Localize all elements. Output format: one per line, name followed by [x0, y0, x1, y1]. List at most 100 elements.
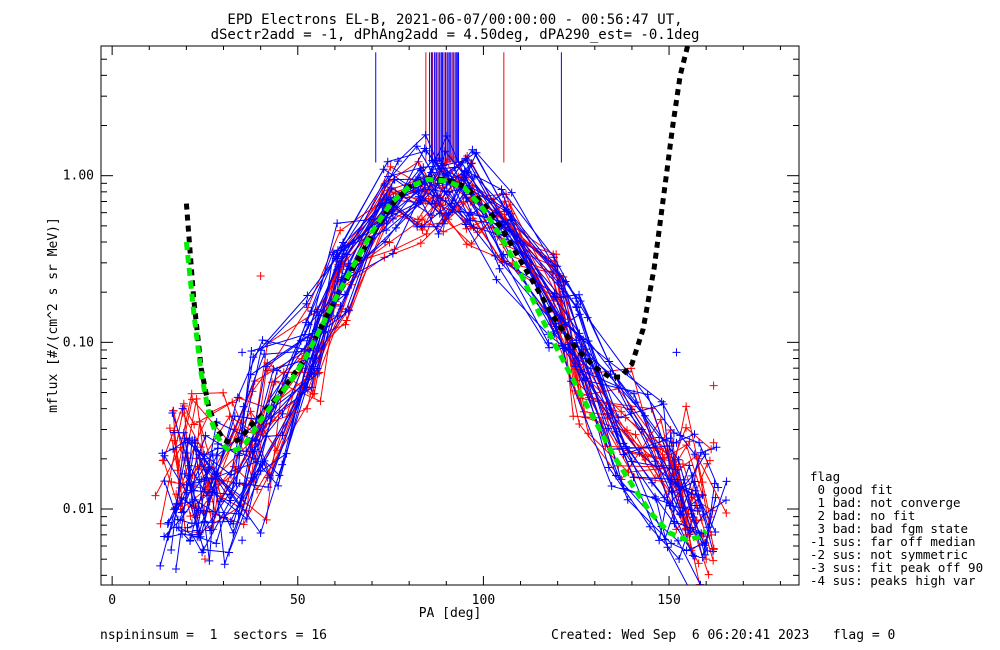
blue-spin-line	[163, 157, 685, 524]
y-axis-label: mflux [#/(cm^2 s sr MeV)]	[46, 217, 61, 413]
median-fit-curve	[183, 46, 691, 446]
blue-spin-point	[645, 522, 654, 531]
blue-spin-point	[685, 530, 694, 539]
blue-spin-point	[235, 502, 244, 511]
blue-spin-point	[687, 509, 696, 518]
chart-title-line1: EPD Electrons EL-B, 2021-06-07/00:00:00 …	[227, 12, 682, 28]
blue-spin-point	[676, 431, 685, 440]
red-spin-point	[165, 424, 174, 433]
blue-spin-point	[667, 539, 676, 548]
extra-points	[171, 272, 718, 564]
red-spin-point	[674, 462, 683, 471]
red-spin-point	[192, 394, 201, 403]
blue-spin-point	[388, 214, 397, 223]
blue-spin-point	[619, 484, 628, 493]
blue-spin-point	[635, 448, 644, 457]
extra-red-point	[709, 438, 718, 447]
red-spin-line	[198, 199, 727, 530]
red-spin-point	[422, 229, 431, 238]
extra-blue-point	[238, 536, 247, 545]
red-spin-point	[170, 426, 179, 435]
y-tick-label: 0.01	[63, 502, 94, 517]
footer-right: Created: Wed Sep 6 06:20:41 2023 flag = …	[551, 628, 895, 643]
blue-spin-point	[434, 229, 443, 238]
red-spin-point	[303, 404, 312, 413]
blue-spin-point	[612, 471, 621, 480]
blue-spin-point	[660, 535, 669, 544]
red-spin-point	[678, 460, 687, 469]
blue-spin-point	[499, 250, 508, 259]
red-spin-point	[467, 240, 476, 249]
blue-spin-point	[310, 354, 319, 363]
red-spin-point	[262, 515, 271, 524]
blue-spin-point	[560, 344, 569, 353]
red-spin-point	[219, 388, 228, 397]
blue-spin-point	[226, 517, 235, 526]
blue-spin-point	[394, 157, 403, 166]
blue-spin-point	[388, 249, 397, 258]
blue-spin-point	[712, 443, 721, 452]
blue-spin-point	[234, 509, 243, 518]
blue-spin-point	[177, 508, 186, 517]
red-spin-point	[621, 413, 630, 422]
blue-spin-point	[419, 163, 428, 172]
blue-spin-point	[722, 477, 731, 486]
blue-spin-point	[695, 438, 704, 447]
extra-blue-point	[672, 348, 681, 357]
blue-spin-line	[167, 186, 688, 585]
blue-spin-point	[185, 498, 194, 507]
blue-spin-point	[420, 144, 429, 153]
extra-blue-point	[178, 404, 187, 413]
blue-spin-point	[445, 188, 454, 197]
red-spin-line	[155, 176, 685, 511]
blue-spin-point	[333, 219, 342, 228]
blue-spin-point	[382, 218, 391, 227]
blue-spin-line	[167, 168, 696, 537]
red-spin-point	[271, 377, 280, 386]
blue-spin-point	[559, 287, 568, 296]
red-spin-point	[682, 402, 691, 411]
blue-spin-point	[559, 278, 568, 287]
blue-spin-point	[278, 409, 287, 418]
blue-spin-point	[230, 412, 239, 421]
blue-spin-point	[390, 175, 399, 184]
blue-spin-point	[167, 545, 176, 554]
blue-spin-point	[163, 520, 172, 529]
extra-red-point	[705, 456, 714, 465]
red-spin-point	[617, 407, 626, 416]
blue-spin-point	[160, 477, 169, 486]
blue-spin-point	[242, 514, 251, 523]
blue-spin-point	[431, 199, 440, 208]
blue-spin-point	[200, 454, 209, 463]
red-spin-point	[413, 215, 422, 224]
blue-spin-point	[604, 463, 613, 472]
blue-spin-point	[469, 223, 478, 232]
blue-spin-point	[576, 297, 585, 306]
blue-spin-point	[182, 481, 191, 490]
blue-spin-point	[640, 411, 649, 420]
blue-spin-point	[675, 554, 684, 563]
blue-spin-point	[685, 461, 694, 470]
blue-spin-point	[507, 188, 516, 197]
blue-spin-point	[505, 226, 514, 235]
blue-spin-point	[256, 467, 265, 476]
footer-left: nspininsum = 1 sectors = 16	[100, 628, 327, 643]
blue-spin-point	[461, 154, 470, 163]
blue-spin-line	[168, 134, 705, 535]
blue-spin-point	[700, 550, 709, 559]
red-spin-line	[185, 177, 712, 552]
x-tick-label: 150	[657, 593, 680, 608]
blue-spin-point	[256, 528, 265, 537]
blue-spin-point	[447, 199, 456, 208]
plot-frame	[100, 45, 800, 586]
blue-spin-point	[207, 474, 216, 483]
blue-spin-point	[428, 156, 437, 165]
blue-spin-line	[171, 150, 702, 534]
red-spin-point	[159, 456, 168, 465]
red-spin-point	[186, 512, 195, 521]
red-spin-point	[385, 238, 394, 247]
blue-spin-point	[179, 507, 188, 516]
blue-spin-point	[219, 513, 228, 522]
blue-spin-point	[500, 257, 509, 266]
